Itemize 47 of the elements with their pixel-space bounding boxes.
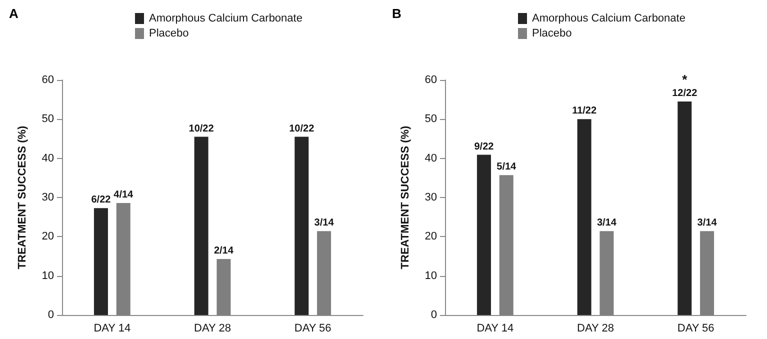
y-tick-label: 20 <box>424 230 437 243</box>
legend-label: Amorphous Calcium Carbonate <box>532 12 686 24</box>
bar <box>577 119 592 315</box>
chart-title: A <box>9 6 19 21</box>
data-label: 3/14 <box>596 218 617 229</box>
data-label: 10/22 <box>188 123 214 134</box>
bar <box>678 102 692 315</box>
chart-title: B <box>392 6 402 21</box>
legend-label: Placebo <box>149 28 189 40</box>
y-tick-label: 10 <box>42 270 54 282</box>
legend-label: Amorphous Calcium Carbonate <box>149 12 302 24</box>
x-tick-label: DAY 14 <box>476 322 514 334</box>
data-label: 12/22 <box>672 88 698 100</box>
y-tick-label: 20 <box>42 230 54 243</box>
x-tick-label: DAY 28 <box>577 322 614 334</box>
bar <box>294 136 309 315</box>
y-tick-label: 30 <box>424 192 437 204</box>
x-tick-label: DAY 28 <box>194 322 231 334</box>
bar <box>194 136 208 315</box>
data-label: 5/14 <box>496 162 517 173</box>
y-tick-label: 60 <box>424 74 437 86</box>
data-label: 9/22 <box>474 141 494 152</box>
bar <box>476 154 491 315</box>
x-tick-label: DAY 14 <box>94 322 131 334</box>
legend-label: Placebo <box>532 28 572 40</box>
y-tick-label: 0 <box>430 309 437 321</box>
data-label: 3/14 <box>697 218 718 229</box>
y-tick-label: 0 <box>48 309 54 321</box>
annotation: * <box>682 72 688 88</box>
bar <box>94 208 108 315</box>
y-tick-label: 30 <box>42 192 54 204</box>
x-tick-label: DAY 56 <box>294 322 332 334</box>
y-axis-title: TREATMENT SUCCESS (%) <box>400 125 412 270</box>
y-tick-label: 50 <box>42 113 54 126</box>
data-label: 10/22 <box>289 123 315 134</box>
y-tick-label: 60 <box>42 74 54 86</box>
x-tick-label: DAY 56 <box>677 322 714 334</box>
y-tick-label: 50 <box>424 113 437 126</box>
y-tick-label: 40 <box>424 152 437 164</box>
y-axis-title: TREATMENT SUCCESS (%) <box>16 125 28 270</box>
data-label: 2/14 <box>214 245 234 256</box>
y-tick-label: 40 <box>42 152 54 164</box>
data-label: 11/22 <box>572 106 597 117</box>
data-label: 4/14 <box>114 189 134 200</box>
data-label: 3/14 <box>314 218 334 229</box>
y-tick-label: 10 <box>424 270 437 282</box>
data-label: 6/22 <box>91 194 112 206</box>
